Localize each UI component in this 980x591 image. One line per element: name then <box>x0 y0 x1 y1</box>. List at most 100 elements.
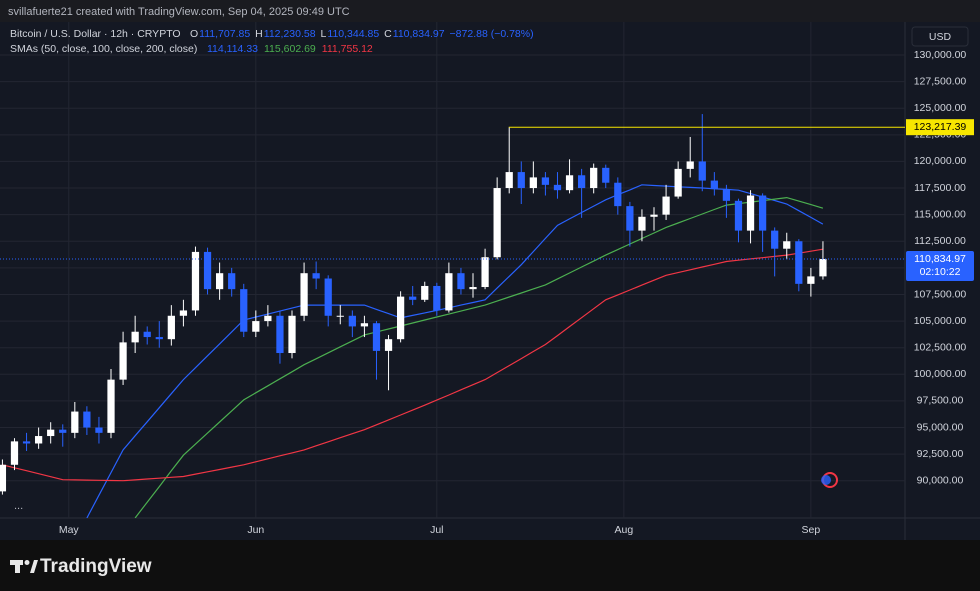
y-tick-label: 130,000.00 <box>914 49 967 61</box>
chart-panel <box>0 22 980 540</box>
candle-body <box>493 188 501 258</box>
candle-body <box>300 273 308 316</box>
candle-body <box>203 251 212 290</box>
candle-body <box>312 273 320 279</box>
candle-body <box>746 195 755 231</box>
ohlc-value: 112,230.58 <box>264 28 316 40</box>
candle-body <box>795 241 803 284</box>
candle-body <box>734 200 743 231</box>
plot <box>0 114 905 518</box>
event-icon[interactable] <box>821 472 838 488</box>
y-tick-label: 97,500.00 <box>917 395 964 407</box>
candle-body <box>191 251 200 311</box>
labels: O 111,707.85 H 112,230.58 L 110,344.85 C 110,83… <box>59 28 974 536</box>
change: −872.88 (−0.78%) <box>450 28 534 40</box>
candle-body <box>288 315 296 354</box>
y-tick-label: 127,500.00 <box>914 75 967 87</box>
x-tick-label: Aug <box>615 524 634 536</box>
sma-legend-value: 111,755.12 <box>322 43 373 55</box>
candle-body <box>107 379 115 433</box>
x-tick-label: Sep <box>802 524 821 536</box>
candle-body <box>626 206 634 231</box>
candle-body <box>481 257 489 288</box>
candle-body <box>819 258 827 277</box>
candle-body <box>722 189 731 201</box>
x-tick-label: Jun <box>247 524 264 536</box>
ohlc-key: C <box>384 28 392 40</box>
y-tick-label: 120,000.00 <box>914 155 967 167</box>
candle-body <box>167 315 175 340</box>
candle-body <box>771 230 779 249</box>
ohlc-key: L <box>321 28 327 40</box>
y-tick-label: 112,500.00 <box>914 235 966 247</box>
candle-body <box>131 331 139 343</box>
candle-body <box>360 323 369 327</box>
candle-body <box>529 177 537 189</box>
level-label: 123,217.39 <box>914 121 967 133</box>
candle-body <box>783 241 791 249</box>
candle-body <box>553 184 562 191</box>
candle-body <box>433 285 441 311</box>
candle-body <box>409 296 417 300</box>
candle-body <box>614 182 622 207</box>
candle-body <box>324 278 332 316</box>
y-tick-label: 117,500.00 <box>914 182 966 194</box>
y-tick-label: 125,000.00 <box>914 102 967 114</box>
sma-line <box>2 248 823 482</box>
level-label-box <box>906 119 974 136</box>
candle-body <box>264 315 272 322</box>
currency-box[interactable] <box>911 26 969 47</box>
sma-legend-value: 115,602.69 <box>264 43 316 55</box>
candle-body <box>155 337 163 340</box>
sma-legend-value: 114,114.33 <box>207 43 258 55</box>
candle-body <box>276 315 284 354</box>
candle-body <box>638 216 646 231</box>
sma-line <box>134 196 824 518</box>
ohlc-value: 111,707.85 <box>199 28 250 40</box>
candle-body <box>396 296 405 340</box>
ohlc-value: 110,834.97 <box>393 28 445 40</box>
candle-body <box>228 273 236 290</box>
y-tick-label: 95,000.00 <box>917 421 964 433</box>
candle-body <box>758 195 767 231</box>
ohlc-key: O <box>190 28 198 40</box>
sma-line <box>86 184 824 518</box>
candle-body <box>686 161 694 169</box>
candle-body <box>807 276 815 284</box>
candle-body <box>119 342 127 380</box>
candle-body <box>34 436 43 444</box>
last-price-box <box>906 250 974 281</box>
candle-body <box>179 310 188 316</box>
candle-body <box>143 331 151 338</box>
logo <box>10 560 38 573</box>
candle-body <box>83 411 91 428</box>
candle-body <box>674 168 682 197</box>
top-bar <box>0 0 980 22</box>
candle-body <box>602 167 610 183</box>
y-tick-label: 102,500.00 <box>914 341 967 353</box>
candle-body <box>10 441 19 465</box>
candle-body <box>59 429 67 433</box>
candle-body <box>505 172 513 189</box>
candle-body <box>348 315 356 327</box>
candle-body <box>384 339 393 351</box>
candle-body <box>457 273 465 290</box>
candle-body <box>252 321 260 332</box>
y-tick-label: 100,000.00 <box>914 368 967 380</box>
candle-body <box>565 175 574 191</box>
candle-body <box>421 285 429 300</box>
candle-body <box>0 464 7 492</box>
candle-body <box>71 411 79 433</box>
y-tick-label: 90,000.00 <box>917 475 964 487</box>
title: Bitcoin / U.S. Dollar · 12h · CRYPTO <box>10 28 181 40</box>
x-tick-label: Jul <box>430 524 443 536</box>
candle-body <box>469 287 477 290</box>
candle-body <box>22 441 31 444</box>
more[interactable]: ... <box>14 500 23 512</box>
candle-body <box>47 429 55 437</box>
ohlc-value: 110,344.85 <box>327 28 379 40</box>
ohlc-key: H <box>255 28 263 40</box>
y-tick-label: 107,500.00 <box>914 288 967 300</box>
candle-body <box>650 214 658 217</box>
candle-body <box>215 273 224 290</box>
